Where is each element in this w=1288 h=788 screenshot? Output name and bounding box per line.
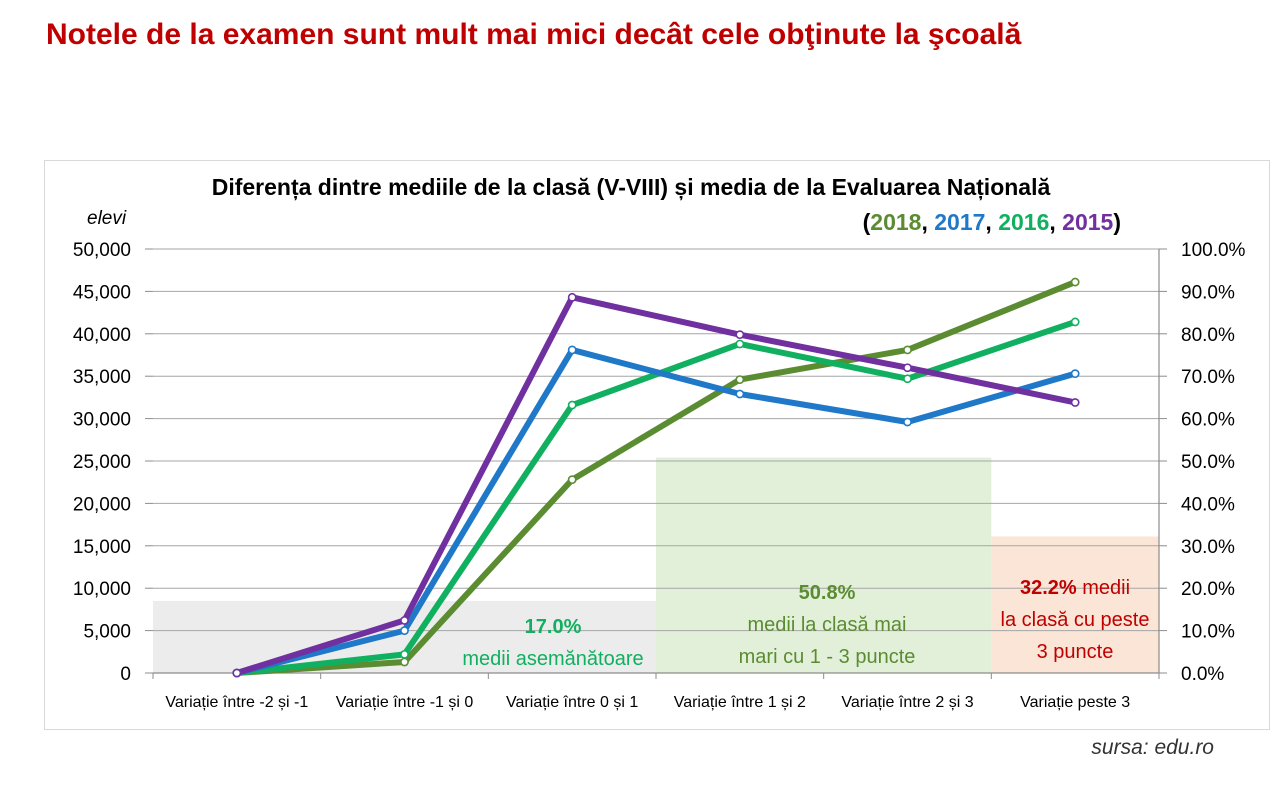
subtitle-part: (	[863, 209, 871, 235]
data-point-2018	[400, 657, 409, 667]
subtitle-part: 2015	[1062, 209, 1113, 235]
data-point-2016	[903, 374, 912, 384]
y-tick-label: 0	[120, 664, 131, 685]
data-point-2018	[735, 375, 745, 384]
y2-tick-label: 70.0%	[1181, 367, 1235, 388]
data-point-2015	[903, 363, 912, 373]
subtitle-part: ,	[985, 209, 998, 235]
annotation-line: mari cu 1 - 3 puncte	[739, 646, 916, 668]
subtitle-part: )	[1113, 209, 1121, 235]
annotation-percent: 50.8%	[799, 582, 856, 604]
annotation-line: 3 puncte	[1037, 641, 1114, 663]
data-point-2016	[735, 339, 745, 349]
band-annotation-2: 50.8%	[799, 582, 856, 604]
data-point-2016	[400, 649, 409, 659]
y2-tick-label: 40.0%	[1181, 494, 1235, 515]
band-3	[991, 536, 1159, 673]
y2-tick-label: 60.0%	[1181, 410, 1235, 431]
subtitle-part: 2018	[870, 209, 921, 235]
y-tick-label: 35,000	[73, 367, 131, 388]
data-point-2016	[567, 400, 577, 410]
x-tick-label: Variație între 1 și 2	[674, 694, 806, 711]
chart-title: Diferența dintre mediile de la clasă (V-…	[212, 174, 1051, 201]
annotation-percent: 32.2%	[1020, 577, 1077, 599]
y-tick-label: 10,000	[73, 579, 131, 600]
annotation-line: medii asemănătoare	[462, 648, 643, 670]
x-tick-label: Variație peste 3	[1020, 694, 1130, 711]
data-point-2015	[1070, 398, 1080, 407]
data-point-2017	[735, 389, 745, 399]
y-tick-label: 20,000	[73, 494, 131, 515]
annotation-line: medii la clasă mai	[748, 614, 907, 636]
data-point-2016	[1070, 317, 1080, 327]
y2-tick-label: 80.0%	[1181, 325, 1235, 346]
series-line-2018	[233, 279, 1079, 676]
x-tick-label: Variație între -1 și 0	[336, 694, 474, 711]
data-point-2018	[1070, 277, 1080, 287]
y2-tick-label: 30.0%	[1181, 537, 1235, 558]
data-point-2015	[567, 292, 577, 302]
y-tick-label: 5,000	[83, 622, 131, 643]
y-tick-label: 50,000	[73, 240, 131, 261]
annotation-line: la clasă cu peste	[1001, 609, 1150, 631]
y-axis-label: elevi	[87, 208, 127, 229]
y-tick-label: 45,000	[73, 282, 131, 303]
y-tick-label: 30,000	[73, 410, 131, 431]
source-note: sursa: edu.ro	[1091, 736, 1214, 759]
band-2	[656, 457, 992, 673]
subtitle-part: 2017	[934, 209, 985, 235]
y-tick-label: 40,000	[73, 325, 131, 346]
y-tick-label: 15,000	[73, 537, 131, 558]
subtitle-part: 2016	[998, 209, 1049, 235]
data-point-2015	[400, 616, 409, 625]
series-line-2015	[233, 294, 1079, 676]
data-point-2017	[567, 345, 577, 355]
subtitle-part: ,	[1049, 209, 1062, 235]
data-point-2017	[1070, 369, 1080, 379]
data-point-2018	[567, 475, 577, 485]
chart-frame: 0 5,000 10,000 15,000 20,000 25,000 30,000 35,0…	[44, 160, 1270, 730]
band-annotation-1: 17.0%	[525, 616, 582, 638]
y2-tick-label: 100.0%	[1181, 240, 1246, 261]
data-point-2017	[400, 626, 409, 635]
y2-tick-label: 50.0%	[1181, 452, 1235, 473]
data-point-2015	[232, 668, 242, 678]
x-tick-label: Variație între 2 și 3	[841, 694, 973, 711]
data-point-2015	[735, 330, 745, 340]
annotation-percent: 17.0%	[525, 616, 582, 638]
series-line-2017	[233, 346, 1079, 676]
subtitle-part: ,	[921, 209, 934, 235]
annotation-text: medii	[1077, 577, 1130, 599]
x-tick-label: Variație între 0 și 1	[506, 694, 638, 711]
line-chart: 0 5,000 10,000 15,000 20,000 25,000 30,000 35,0…	[73, 174, 1246, 711]
y2-tick-label: 0.0%	[1181, 664, 1224, 685]
page-headline: Notele de la examen sunt mult mai mici d…	[46, 18, 1022, 51]
y2-tick-label: 10.0%	[1181, 622, 1235, 643]
chart-subtitle: (2018, 2017, 2016, 2015)	[863, 209, 1121, 235]
y-tick-label: 25,000	[73, 452, 131, 473]
band-annotation-3: 32.2% medii	[1020, 577, 1130, 599]
y2-tick-label: 90.0%	[1181, 282, 1235, 303]
data-point-2018	[903, 345, 912, 355]
y2-tick-label: 20.0%	[1181, 579, 1235, 600]
x-tick-label: Variație între -2 și -1	[165, 694, 308, 711]
data-point-2017	[903, 417, 912, 427]
